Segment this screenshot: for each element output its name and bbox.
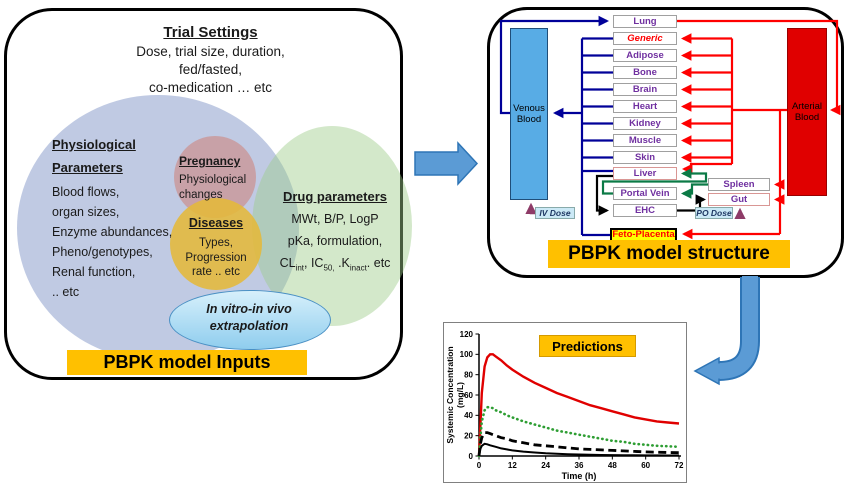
predictions-chart: 0 12 24 36 48 60 72 0 20 40 60 80 100 120 Time (h) Sy… [445, 330, 684, 481]
physio-title-1: Physiological [52, 137, 136, 152]
series-black-dashed [477, 431, 680, 457]
ivive-ellipse [169, 290, 331, 350]
iv-dose-box: IV Dose [535, 207, 575, 219]
physiological-parameters-block: Physiological Parameters Blood flows, or… [52, 135, 172, 302]
physio-item: Enzyme abundances, [52, 225, 173, 239]
svg-text:36: 36 [575, 461, 584, 470]
inputs-panel: Trial Settings Dose, trial size, duratio… [4, 8, 412, 380]
diseases-line-2: Progression [185, 251, 247, 264]
flow-arrow-right-icon [414, 141, 479, 186]
physio-item: Blood flows, [52, 185, 120, 199]
physio-item: .. etc [52, 285, 80, 299]
diseases-title: Diseases [188, 216, 244, 230]
organ-box-heart: Heart [613, 100, 677, 113]
svg-text:120: 120 [460, 330, 474, 339]
x-axis-label: Time (h) [562, 471, 597, 481]
pregnancy-line-1: Physiological [179, 174, 247, 186]
organ-box-generic: Generic [613, 32, 677, 45]
organ-box-gut: Gut [708, 193, 770, 206]
organ-box-ehc: EHC [613, 204, 677, 217]
organ-box-bone: Bone [613, 66, 677, 79]
trial-settings-title: Trial Settings [163, 24, 258, 41]
predictions-title: Predictions [539, 335, 636, 357]
trial-line-3: co-medication … etc [148, 80, 273, 95]
svg-text:0: 0 [477, 461, 482, 470]
diseases-circle [170, 198, 262, 290]
svg-text:48: 48 [608, 461, 617, 470]
ivive-line-2: extrapolation [209, 319, 289, 333]
physio-item: Pheno/genotypes, [52, 245, 153, 259]
organ-box-lung: Lung [613, 15, 677, 28]
svg-text:24: 24 [541, 461, 550, 470]
series-green-dotted [477, 405, 681, 458]
organ-box-skin: Skin [613, 151, 677, 164]
svg-text:72: 72 [675, 461, 684, 470]
drug-line-2: pKa, formulation, [287, 234, 383, 248]
pregnancy-line-2: changes [179, 189, 223, 201]
physio-title-2: Parameters [52, 160, 123, 175]
drug-line-1: MWt, B/P, LogP [291, 212, 379, 226]
svg-text:12: 12 [508, 461, 517, 470]
organ-box-kidney: Kidney [613, 117, 677, 130]
po-dose-box: PO Dose [695, 207, 733, 219]
svg-text:60: 60 [641, 461, 650, 470]
arterial-blood-box: Arterial Blood [787, 28, 827, 196]
organ-box-portal-vein: Portal Vein [613, 187, 677, 200]
drug-parameters-block: Drug parameters MWt, B/P, LogP pKa, form… [265, 186, 405, 280]
diseases-line-1: Types, [199, 237, 233, 249]
diseases-line-3: rate .. etc [192, 266, 240, 278]
inputs-footer-label: PBPK model Inputs [67, 350, 307, 375]
flow-arrow-down-left-icon [693, 276, 760, 386]
physio-item: organ sizes, [52, 205, 120, 219]
drug-cl-line: CLint, IC50, .Kinact. etc [279, 256, 391, 273]
ivive-line-1: In vitro-in vivo [206, 302, 292, 316]
venous-blood-box: Venous Blood [510, 28, 548, 200]
predictions-chart-panel: 0 12 24 36 48 60 72 0 20 40 60 80 100 120 Time (h) Sy… [443, 322, 687, 483]
axis-ticks: 0 12 24 36 48 60 72 0 20 40 60 80 100 120 [460, 330, 684, 470]
organ-box-spleen: Spleen [708, 178, 770, 191]
chart-series [477, 353, 681, 458]
svg-text:40: 40 [464, 411, 473, 420]
diseases-block: Diseases Types, Progression rate .. etc [170, 214, 262, 280]
organ-box-adipose: Adipose [613, 49, 677, 62]
ivive-block: In vitro-in vivo extrapolation [169, 301, 329, 335]
svg-text:60: 60 [464, 391, 473, 400]
trial-settings-block: Trial Settings Dose, trial size, duratio… [11, 23, 410, 97]
pregnancy-title: Pregnancy [179, 154, 241, 168]
y-axis-label-2: (mg/L) [455, 382, 465, 408]
trial-line-1: Dose, trial size, duration, [136, 44, 285, 59]
series-black-solid [478, 442, 679, 457]
y-axis-label-1: Systemic Concentration [445, 346, 455, 443]
organ-box-muscle: Muscle [613, 134, 677, 147]
svg-text:20: 20 [464, 431, 473, 440]
physio-item: Renal function, [52, 265, 136, 279]
structure-panel [487, 7, 844, 278]
svg-text:0: 0 [469, 452, 474, 461]
svg-text:80: 80 [464, 370, 473, 379]
organ-box-brain: Brain [613, 83, 677, 96]
series-red-solid [477, 353, 680, 457]
pregnancy-block: Pregnancy Physiological changes [179, 152, 246, 203]
svg-text:100: 100 [460, 350, 474, 359]
trial-line-2: fed/fasted, [178, 62, 243, 77]
organ-box-liver: Liver [613, 167, 677, 180]
drug-title: Drug parameters [282, 189, 388, 204]
structure-footer-label: PBPK model structure [548, 240, 790, 268]
